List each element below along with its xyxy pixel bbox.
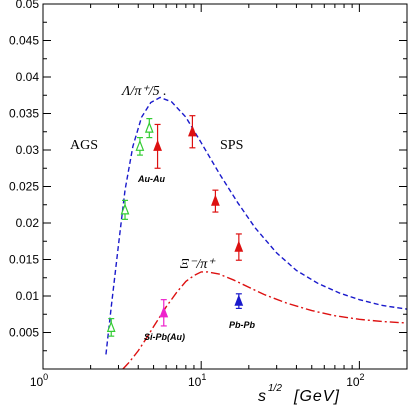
svg-text:[GeV]: [GeV] — [293, 388, 340, 405]
annotation-xi-curve: Ξ⁻/π⁺ — [180, 257, 216, 272]
triangle-marker — [234, 240, 244, 252]
y-tick-label: 0.01 — [16, 289, 40, 303]
svg-text:1/2: 1/2 — [268, 383, 282, 394]
triangle-marker — [153, 139, 162, 151]
triangle-marker — [144, 121, 154, 133]
data-point — [234, 233, 244, 261]
triangle-marker — [135, 139, 145, 151]
triangle-marker — [188, 125, 197, 137]
annotation-ags: AGS — [70, 138, 98, 153]
annotation-lambda-curve: Λ/π⁺/5 . — [120, 84, 167, 99]
data-point — [211, 189, 220, 213]
x-tick-label: 102 — [346, 372, 364, 389]
x-tick-labels: 100 101 102 — [30, 372, 365, 389]
y-tick-label: 0.005 — [9, 326, 39, 340]
annotation-pb-pb: Pb-Pb — [229, 320, 256, 330]
data-point — [120, 199, 130, 220]
data-point — [106, 318, 116, 337]
data-point — [234, 293, 244, 310]
x-tick-label: 100 — [30, 372, 48, 389]
y-tick-label: 0.025 — [9, 180, 39, 194]
plot-inner — [105, 96, 407, 369]
triangle-marker — [159, 306, 169, 318]
triangle-marker — [211, 194, 220, 206]
plot-frame — [42, 3, 408, 370]
y-tick-label: 0.015 — [9, 253, 39, 267]
x-tick-label: 101 — [188, 372, 206, 389]
y-tick-label: 0.045 — [9, 34, 39, 48]
y-tick-label: 0.035 — [9, 107, 39, 121]
data-point — [188, 115, 197, 149]
x-axis-label: s 1/2 [GeV] — [258, 383, 340, 405]
annotation-au-au: Au-Au — [137, 174, 165, 184]
triangle-marker — [120, 203, 130, 215]
svg-text:s: s — [258, 388, 266, 405]
lambda-curve — [105, 96, 407, 355]
xi-curve — [122, 271, 407, 369]
annotation-si-pb: Si-Pb(Au) — [144, 332, 185, 342]
plot-area — [105, 96, 407, 369]
y-tick-label: 0.04 — [16, 70, 40, 84]
y-tick-label: 0.02 — [16, 216, 40, 230]
data-point — [153, 123, 162, 169]
y-tick-label: 0.05 — [16, 0, 40, 11]
y-tick-label: 0.03 — [16, 143, 40, 157]
triangle-marker — [234, 294, 244, 306]
triangle-marker — [106, 320, 116, 332]
annotation-sps: SPS — [220, 138, 243, 153]
data-point — [159, 299, 169, 327]
y-tick-labels: 0.005 0.01 0.015 0.02 0.025 0.03 0.035 0.04 0.04… — [9, 0, 39, 340]
axes — [42, 3, 408, 370]
data-point — [144, 118, 154, 139]
data-point — [135, 136, 145, 156]
